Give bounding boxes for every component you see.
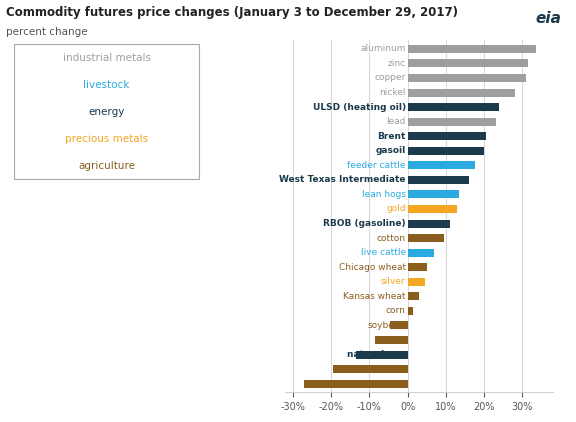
- Bar: [304, 380, 408, 388]
- Text: energy: energy: [88, 107, 125, 117]
- Text: Kansas wheat: Kansas wheat: [343, 292, 406, 301]
- Text: silver: silver: [381, 277, 406, 286]
- Bar: [408, 176, 469, 184]
- Bar: [408, 132, 486, 140]
- Text: RBOB (gasoline): RBOB (gasoline): [323, 219, 406, 228]
- Text: eia: eia: [536, 11, 562, 26]
- Text: lean hogs: lean hogs: [362, 190, 406, 199]
- Bar: [408, 89, 515, 97]
- Text: copper: copper: [374, 73, 406, 82]
- Text: industrial metals: industrial metals: [63, 53, 150, 63]
- Bar: [408, 219, 450, 227]
- Bar: [408, 60, 528, 68]
- Text: agriculture: agriculture: [78, 161, 135, 171]
- Text: natural gas: natural gas: [347, 350, 406, 359]
- Text: live cattle: live cattle: [361, 248, 406, 257]
- Text: percent change: percent change: [6, 27, 88, 38]
- Bar: [408, 234, 444, 242]
- Bar: [408, 45, 536, 53]
- Bar: [408, 190, 459, 198]
- Bar: [408, 205, 457, 213]
- Bar: [408, 147, 484, 155]
- Bar: [408, 118, 495, 126]
- Text: soybean: soybean: [367, 321, 406, 330]
- Bar: [408, 292, 419, 300]
- Text: Commodity futures price changes (January 3 to December 29, 2017): Commodity futures price changes (January…: [6, 6, 458, 19]
- Text: zinc: zinc: [388, 59, 406, 68]
- Text: West Texas Intermediate: West Texas Intermediate: [279, 176, 406, 184]
- Text: cocoa: cocoa: [379, 365, 406, 373]
- Text: gold: gold: [386, 205, 406, 214]
- Text: coffee: coffee: [377, 335, 406, 344]
- Bar: [356, 351, 408, 359]
- Bar: [391, 322, 408, 330]
- Text: Chicago wheat: Chicago wheat: [339, 263, 406, 272]
- Text: corn: corn: [386, 306, 406, 315]
- Bar: [375, 336, 408, 344]
- Bar: [408, 161, 475, 169]
- Text: cotton: cotton: [377, 234, 406, 243]
- Text: livestock: livestock: [84, 80, 130, 90]
- Bar: [408, 263, 427, 271]
- Text: aluminum: aluminum: [360, 44, 406, 53]
- Bar: [333, 365, 408, 373]
- Bar: [408, 278, 425, 286]
- Bar: [408, 249, 434, 257]
- Text: sugar: sugar: [380, 379, 406, 388]
- Text: lead: lead: [386, 117, 406, 126]
- Bar: [408, 103, 499, 111]
- Text: gasoil: gasoil: [376, 146, 406, 155]
- Text: Brent: Brent: [377, 132, 406, 141]
- Text: ULSD (heating oil): ULSD (heating oil): [313, 103, 406, 111]
- Text: nickel: nickel: [379, 88, 406, 97]
- Text: precious metals: precious metals: [65, 134, 148, 144]
- Text: feeder cattle: feeder cattle: [347, 161, 406, 170]
- Bar: [408, 307, 414, 315]
- Bar: [408, 74, 526, 82]
